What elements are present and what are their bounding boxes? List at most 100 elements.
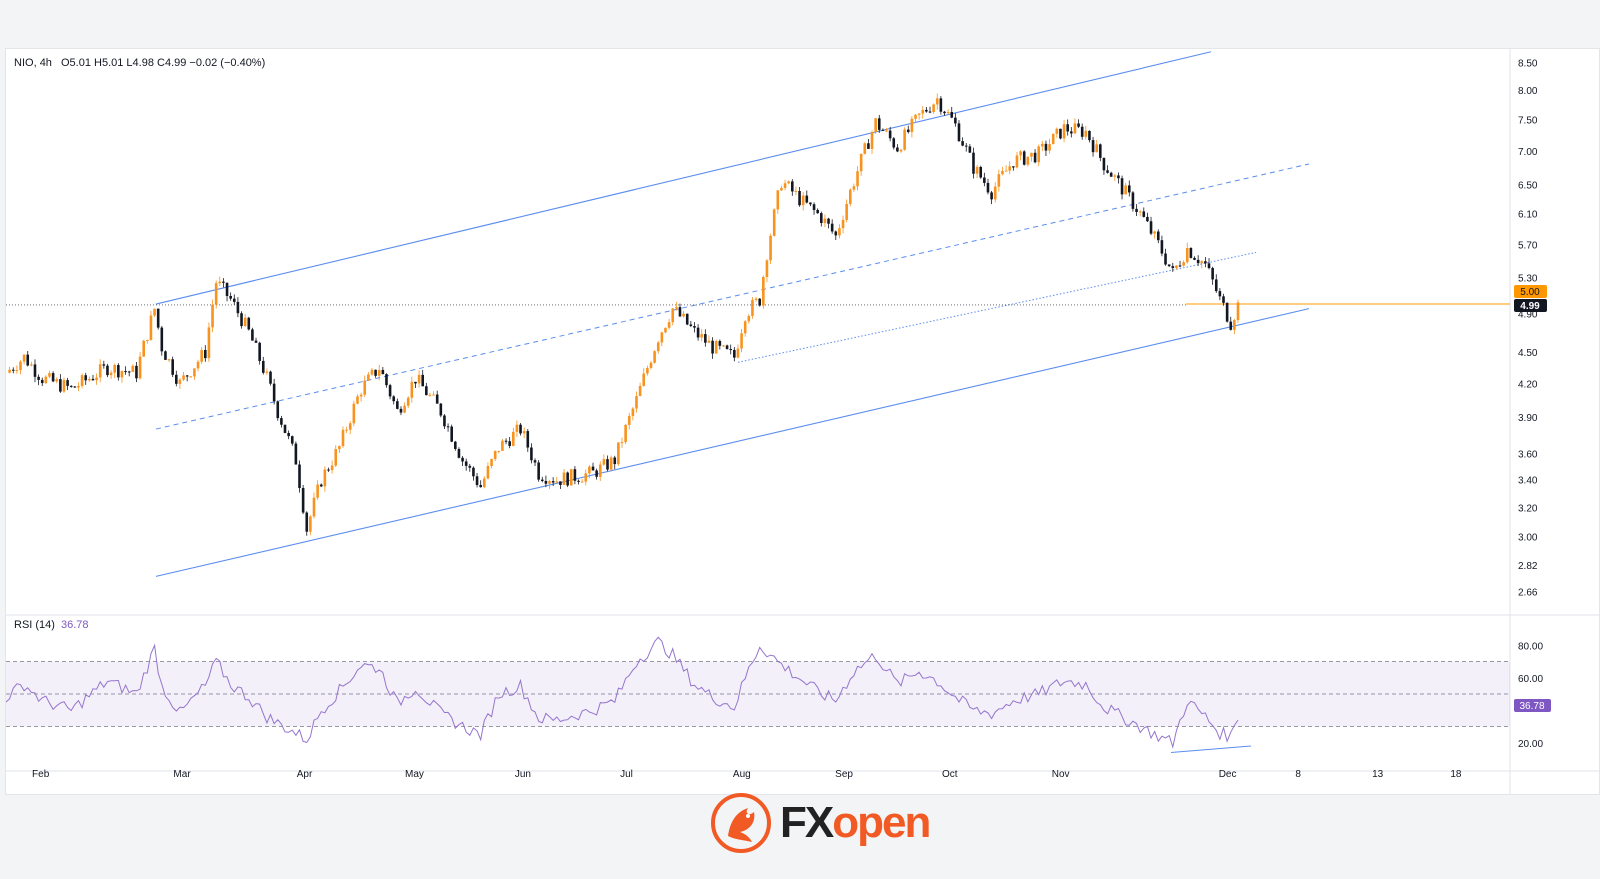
candle-body	[1222, 296, 1225, 303]
candles	[8, 93, 1240, 536]
candle-body	[580, 481, 584, 483]
time-tick-label: Feb	[32, 769, 50, 780]
candle-body	[964, 145, 968, 147]
candle-body	[939, 98, 943, 112]
price-tick-label: 2.66	[1518, 588, 1538, 599]
rsi-tick-label: 80.00	[1518, 641, 1543, 652]
candle-body	[1211, 268, 1214, 280]
channel-lower-line	[155, 308, 1310, 577]
candle-body	[841, 219, 845, 229]
candle-body	[867, 143, 870, 149]
candle-body	[1055, 128, 1059, 134]
candle-body	[852, 186, 856, 190]
time-tick-label: Jun	[515, 769, 531, 780]
candle-body	[1138, 211, 1142, 213]
candle-body	[555, 481, 559, 483]
candle-body	[77, 385, 80, 388]
time-tick-label: 8	[1295, 769, 1301, 780]
candle-body	[1131, 192, 1135, 209]
candle-body	[396, 401, 399, 409]
candle-body	[997, 174, 1001, 187]
candle-body	[910, 118, 914, 133]
price-tick-label: 4.20	[1518, 379, 1538, 390]
candle-body	[859, 153, 863, 172]
candle-body	[309, 516, 312, 532]
candle-body	[417, 374, 421, 384]
candle-body	[265, 371, 269, 373]
rsi-legend-value: 36.78	[61, 619, 89, 631]
candle-body	[627, 415, 631, 425]
candle-body	[917, 113, 921, 115]
candle-body	[261, 360, 265, 373]
candle-body	[185, 375, 189, 377]
candle-body	[801, 195, 805, 206]
candle-body	[454, 441, 457, 449]
rsi-legend-label: RSI (14)	[14, 619, 55, 631]
candle-body	[73, 386, 77, 388]
candle-body	[1178, 265, 1182, 267]
candle-body	[102, 364, 106, 366]
annotations	[6, 51, 1510, 753]
candle-body	[530, 447, 533, 461]
candle-body	[501, 440, 504, 451]
candle-body	[921, 109, 925, 114]
candle-body	[569, 469, 573, 486]
candle-body	[780, 187, 783, 191]
candle-body	[787, 181, 790, 184]
candle-body	[8, 369, 11, 373]
alert-price-badge	[1514, 285, 1547, 298]
candle-body	[229, 295, 232, 299]
candle-body	[338, 446, 341, 450]
time-tick-label: 18	[1450, 769, 1462, 780]
candle-body	[954, 117, 957, 124]
candle-body	[276, 401, 280, 419]
candle-body	[55, 379, 59, 382]
candle-body	[696, 327, 700, 338]
candle-body	[363, 380, 367, 395]
rsi-series	[5, 636, 1239, 749]
candle-body	[312, 497, 316, 517]
candle-body	[631, 408, 635, 416]
candle-body	[1214, 279, 1218, 292]
candle-body	[903, 129, 906, 150]
candle-body	[914, 114, 917, 119]
candle-body	[562, 472, 566, 485]
candle-body	[1171, 266, 1175, 269]
brand-fx: FX	[780, 798, 834, 847]
candle-body	[874, 118, 877, 133]
candle-body	[816, 209, 819, 214]
candle-body	[200, 349, 203, 362]
price-tick-label: 3.20	[1518, 503, 1538, 514]
candle-body	[385, 374, 388, 386]
brand-wordmark: FXopen	[780, 798, 931, 848]
candle-body	[972, 152, 975, 174]
candle-body	[1037, 146, 1041, 163]
candle-body	[794, 190, 798, 192]
candle-body	[819, 213, 823, 223]
candle-body	[551, 481, 555, 483]
candle-body	[515, 424, 519, 432]
candle-body	[486, 466, 490, 479]
candle-body	[1207, 263, 1211, 269]
legend-ohlc: O5.01 H5.01 L4.98 C4.99 −0.02 (−0.40%)	[61, 57, 265, 69]
last-price-badge	[1514, 299, 1547, 312]
candle-body	[747, 315, 751, 322]
candle-body	[153, 308, 156, 316]
candle-body	[881, 129, 885, 131]
candle-body	[258, 342, 261, 361]
candle-body	[117, 365, 120, 378]
time-tick-label: Oct	[942, 769, 958, 780]
candle-body	[131, 365, 135, 372]
candle-body	[1106, 170, 1109, 173]
candle-body	[892, 138, 896, 148]
candle-body	[932, 104, 935, 112]
candle-body	[896, 147, 899, 152]
candle-body	[1149, 221, 1153, 234]
candle-body	[1127, 185, 1131, 193]
axes: 8.50 8.00 7.50 7.00 6.50 6.10 5.70 5.30 4.90 4.50…	[32, 58, 1543, 780]
candle-body	[305, 512, 309, 532]
candle-body	[1091, 140, 1095, 153]
candle-body	[769, 235, 772, 261]
candle-body	[475, 476, 479, 485]
candle-body	[1196, 259, 1200, 264]
